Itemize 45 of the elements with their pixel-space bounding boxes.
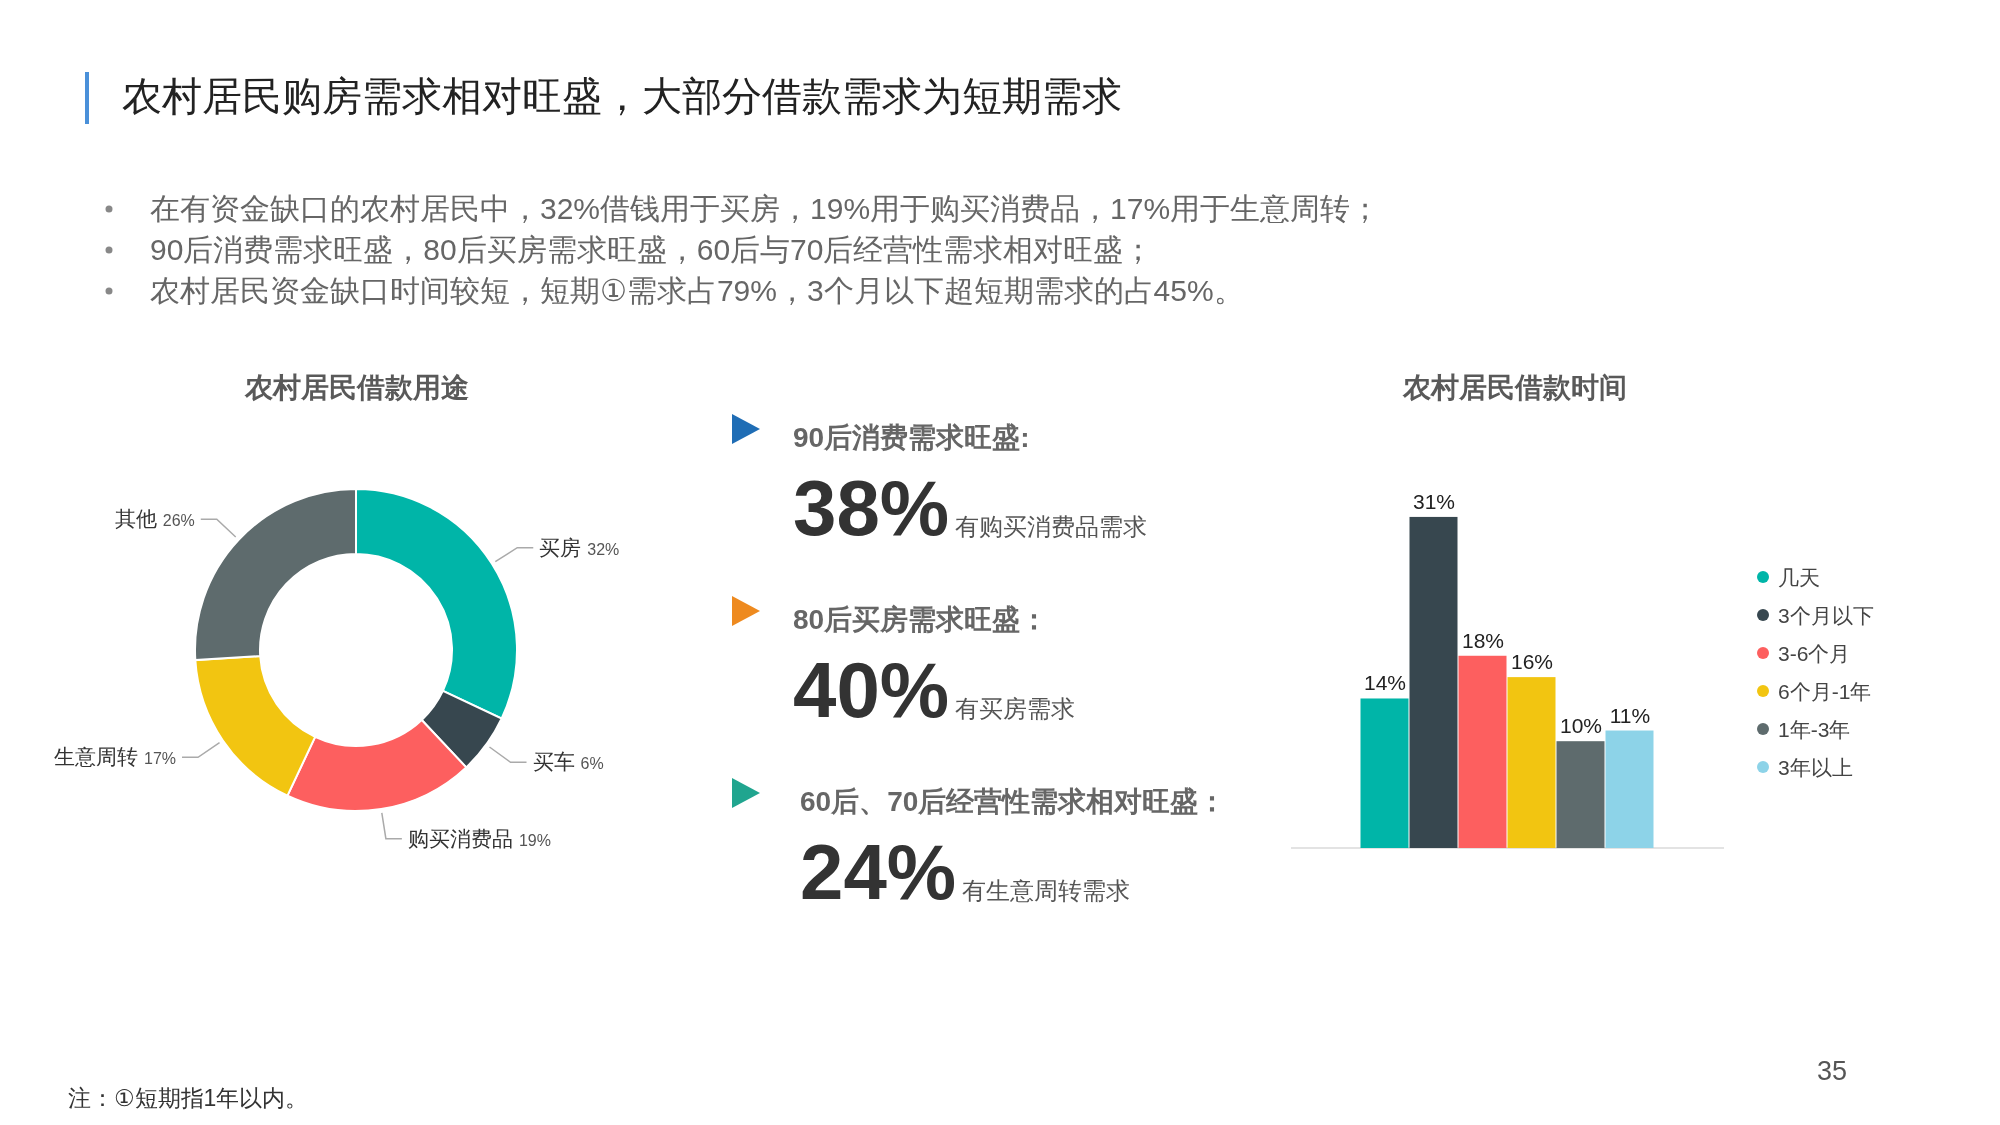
data-label: 6% [580, 755, 604, 773]
slice-label: 买车 [532, 750, 575, 774]
legend-label: 几天 [1778, 566, 1820, 589]
text: 有生意周转需求 [962, 877, 1131, 904]
data-label: 11% [1609, 703, 1651, 727]
slice-label: 买房 [539, 535, 582, 559]
bar [1556, 741, 1605, 848]
data-label: 16% [1510, 650, 1554, 674]
text: 有买房需求 [955, 695, 1076, 722]
data-label: 17% [144, 750, 177, 768]
text: 农村居民资金缺口时间较短，短期①需求占79%，3个月以下超短期需求的占45%。 [150, 274, 1244, 307]
text: 农村居民购房需求相对旺盛，大部分借款需求为短期需求 [122, 74, 1122, 118]
text: 注：①短期指1年以内。 [68, 1085, 309, 1111]
legend-label: 3-6个月 [1778, 642, 1851, 665]
text: 38% [793, 464, 950, 552]
text: 80后买房需求旺盛： [793, 604, 1049, 635]
data-label: 32% [587, 540, 620, 558]
legend-label: 3个月以下 [1778, 604, 1874, 627]
chart-title: 农村居民借款时间 [1402, 372, 1627, 403]
bar [1409, 516, 1458, 848]
slice-label: 生意周转 [54, 745, 138, 769]
bar [1507, 677, 1556, 848]
legend-label: 3年以上 [1778, 756, 1853, 779]
text: 35 [1816, 1056, 1848, 1086]
text: 90后消费需求旺盛，80后买房需求旺盛，60后与70后经营性需求相对旺盛； [150, 233, 1154, 266]
slice-label: 购买消费品 [407, 826, 513, 850]
legend-label: 1年-3年 [1778, 718, 1851, 741]
text: 60后、70后经营性需求相对旺盛： [800, 786, 1227, 817]
text: 40% [793, 646, 950, 734]
data-label: 26% [162, 512, 195, 530]
slice-label: 其他 [114, 507, 157, 531]
data-label: 14% [1363, 671, 1407, 695]
text: 90后消费需求旺盛: [793, 422, 1030, 453]
bar [1360, 698, 1409, 848]
data-label: 10% [1559, 714, 1603, 738]
chart-title: 农村居民借款用途 [244, 372, 469, 403]
bar [1605, 730, 1654, 848]
data-label: 18% [1461, 628, 1505, 652]
data-label: 31% [1412, 489, 1456, 513]
data-label: 19% [518, 831, 551, 849]
text: 有购买消费品需求 [955, 513, 1148, 540]
legend-label: 6个月-1年 [1778, 680, 1872, 703]
text: 在有资金缺口的农村居民中，32%借钱用于买房，19%用于购买消费品，17%用于生意周转； [150, 192, 1381, 225]
text: 24% [800, 828, 957, 916]
bar [1458, 655, 1507, 848]
